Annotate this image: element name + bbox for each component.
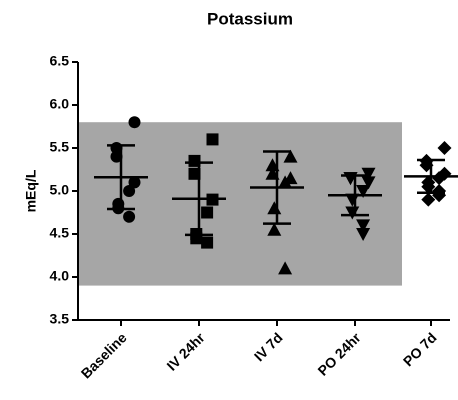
y-tick-label: 6.0: [50, 96, 70, 112]
y-tick-label: 6.5: [50, 53, 70, 69]
data-point: [128, 176, 141, 189]
data-point: [201, 206, 214, 219]
y-tick-label: 5.0: [50, 182, 70, 198]
data-point: [188, 167, 201, 180]
data-point: [361, 176, 376, 190]
data-point: [278, 175, 293, 189]
x-tick-label: Baseline: [78, 329, 130, 381]
data-point: [201, 236, 214, 249]
data-point: [356, 185, 371, 198]
data-point: [267, 222, 282, 236]
data-point: [421, 192, 436, 207]
data-point: [206, 133, 219, 146]
y-tick-label: 5.5: [50, 139, 70, 155]
x-tick-label: PO 7d: [400, 329, 440, 369]
x-tick-label: IV 7d: [251, 329, 286, 364]
data-point: [356, 228, 371, 241]
data-point: [432, 171, 447, 186]
data-point: [123, 210, 136, 223]
y-tick-label: 4.5: [50, 225, 70, 241]
chart-title: Potassium: [207, 9, 293, 28]
data-point: [123, 185, 136, 197]
data-point: [110, 150, 123, 163]
data-point: [283, 149, 298, 163]
data-point: [356, 219, 371, 233]
data-point: [128, 116, 141, 129]
x-tick-label: PO 24hr: [314, 329, 364, 379]
data-point: [437, 141, 452, 155]
y-axis-label: mEq/L: [23, 169, 39, 212]
x-tick-label: IV 24hr: [163, 329, 208, 374]
y-tick-label: 4.0: [50, 268, 70, 284]
data-point: [278, 261, 293, 275]
data-point: [188, 154, 201, 167]
y-tick-label: 3.5: [50, 311, 70, 327]
reference-band: [78, 122, 402, 286]
